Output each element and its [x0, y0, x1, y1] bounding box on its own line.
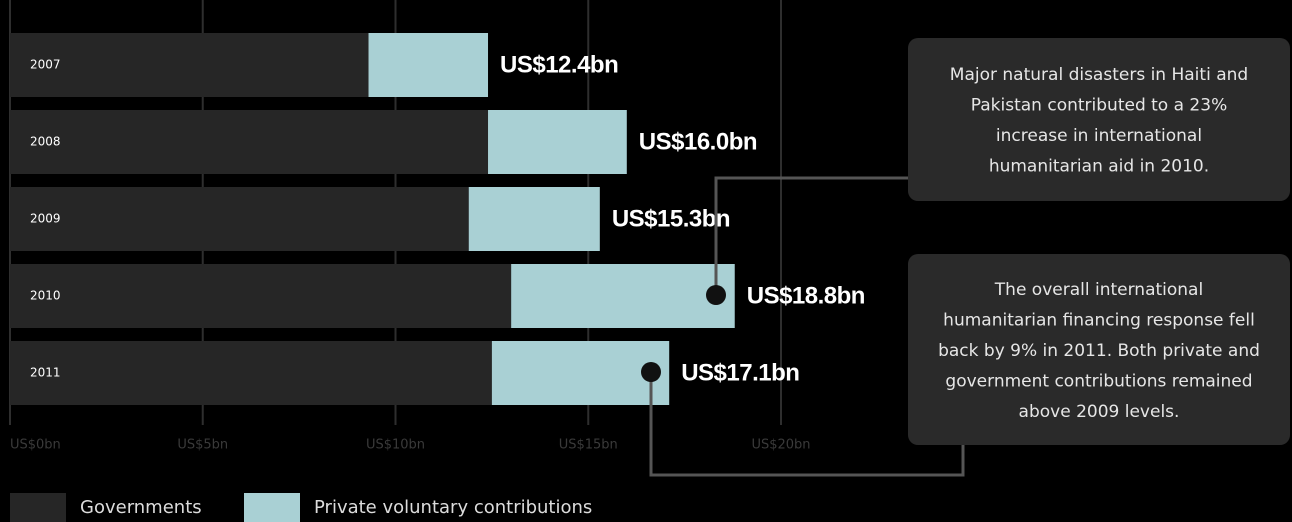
legend-label: Governments [80, 497, 202, 518]
total-label: US$16.0bn [639, 128, 757, 155]
category-label: 2009 [30, 212, 61, 226]
bar-segment [491, 341, 670, 405]
legend-label: Private voluntary contributions [314, 497, 592, 518]
bar-segment [10, 187, 469, 251]
category-label: 2010 [30, 289, 61, 303]
category-label: 2011 [30, 366, 61, 380]
x-tick-label: US$0bn [10, 438, 61, 453]
category-label: 2007 [30, 58, 61, 72]
annotation-text: government contributions remained [945, 372, 1252, 392]
connector [714, 176, 908, 295]
bar-segment [10, 264, 512, 328]
bar-segment [468, 187, 600, 251]
connector [649, 372, 965, 477]
total-label: US$15.3bn [612, 205, 730, 232]
bar-segment [368, 33, 489, 97]
bar-segment [511, 264, 735, 328]
annotations: Major natural disasters in Haiti and Paki… [938, 65, 1260, 422]
total-label: US$18.8bn [747, 282, 865, 309]
x-tick-label: US$15bn [559, 438, 618, 453]
annotation-text: Pakistan contributed to a 23% [971, 96, 1227, 116]
bar-segment [10, 33, 369, 97]
annotation-text: above 2009 levels. [1019, 402, 1180, 422]
legend-swatch [244, 493, 300, 522]
annotation-text: increase in international [996, 126, 1202, 146]
legend-swatch [10, 493, 66, 522]
bar-segment [488, 110, 627, 174]
bar-segment [10, 110, 489, 174]
annotation-text: back by 9% in 2011. Both private and [938, 341, 1260, 361]
annotation-box [908, 38, 1290, 201]
x-tick-label: US$10bn [366, 438, 425, 453]
total-label: US$12.4bn [500, 51, 618, 78]
category-label: 2008 [30, 135, 61, 149]
annotation-dot [641, 362, 661, 382]
x-tick-label: US$5bn [177, 438, 228, 453]
x-tick-label: US$20bn [751, 438, 810, 453]
annotation-dot [706, 285, 726, 305]
annotation-text: humanitarian financing response fell [943, 311, 1255, 331]
bars: 2007 US$12.4bn 2008 US$16.0bn 2009 US$15.3bn 2… [10, 33, 865, 405]
annotation-text: humanitarian aid in 2010. [989, 157, 1209, 177]
total-label: US$17.1bn [681, 359, 799, 386]
annotation-box [908, 254, 1290, 445]
annotation-text: Major natural disasters in Haiti and [950, 65, 1248, 85]
annotation-text: The overall international [994, 280, 1203, 300]
bar-segment [10, 341, 492, 405]
